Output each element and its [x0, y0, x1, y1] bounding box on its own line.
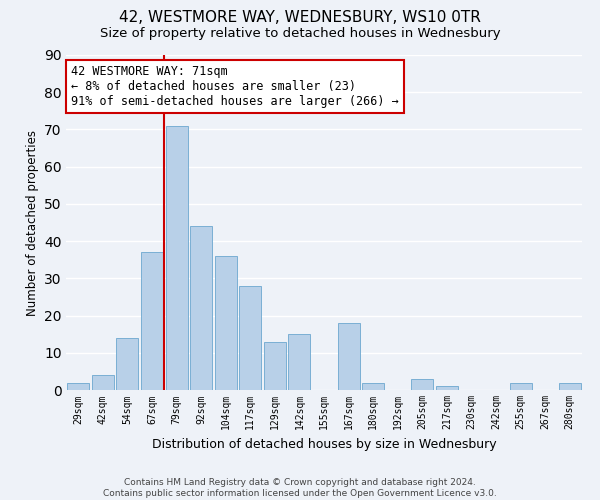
Bar	[362, 382, 384, 390]
Text: Size of property relative to detached houses in Wednesbury: Size of property relative to detached ho…	[100, 28, 500, 40]
Bar	[338, 323, 359, 390]
Bar	[215, 256, 237, 390]
Bar	[559, 382, 581, 390]
X-axis label: Distribution of detached houses by size in Wednesbury: Distribution of detached houses by size …	[152, 438, 496, 451]
Bar	[166, 126, 188, 390]
Text: 42, WESTMORE WAY, WEDNESBURY, WS10 0TR: 42, WESTMORE WAY, WEDNESBURY, WS10 0TR	[119, 10, 481, 25]
Bar	[264, 342, 286, 390]
Bar	[436, 386, 458, 390]
Bar	[239, 286, 262, 390]
Bar	[67, 382, 89, 390]
Text: Contains HM Land Registry data © Crown copyright and database right 2024.
Contai: Contains HM Land Registry data © Crown c…	[103, 478, 497, 498]
Bar	[190, 226, 212, 390]
Text: 42 WESTMORE WAY: 71sqm
← 8% of detached houses are smaller (23)
91% of semi-deta: 42 WESTMORE WAY: 71sqm ← 8% of detached …	[71, 65, 399, 108]
Bar	[289, 334, 310, 390]
Bar	[116, 338, 139, 390]
Y-axis label: Number of detached properties: Number of detached properties	[26, 130, 38, 316]
Bar	[509, 382, 532, 390]
Bar	[92, 375, 114, 390]
Bar	[411, 379, 433, 390]
Bar	[141, 252, 163, 390]
